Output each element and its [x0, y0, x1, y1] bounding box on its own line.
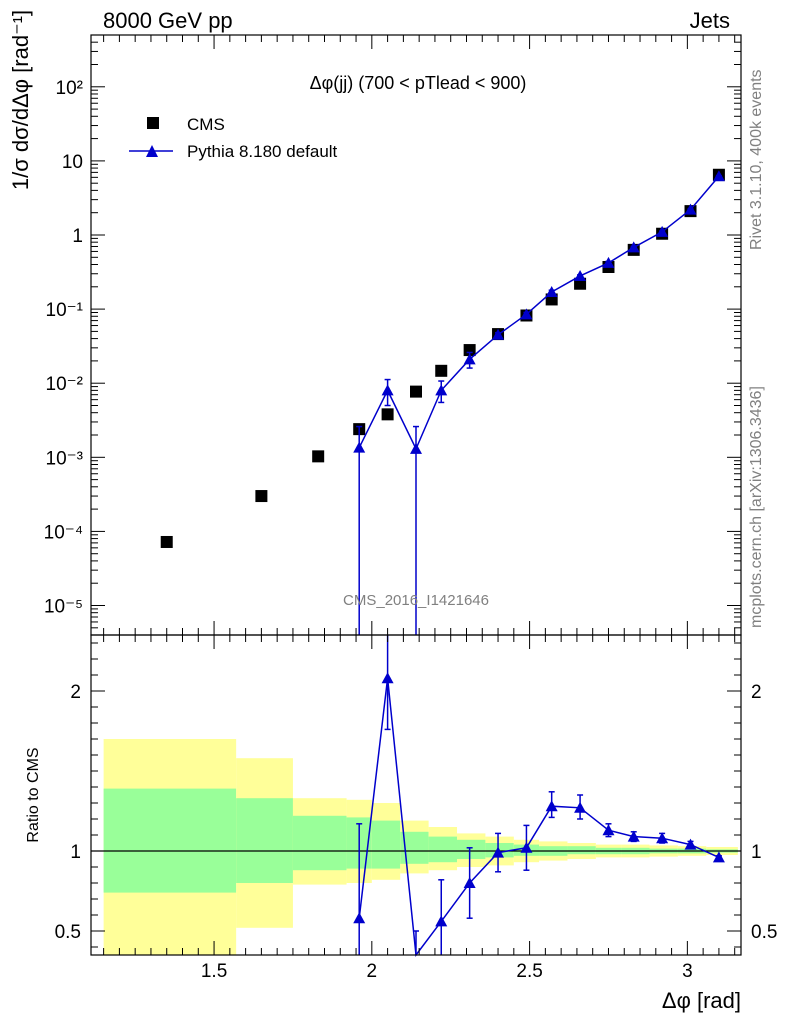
main-y-tick-label: 10 — [62, 152, 83, 173]
ratio-data-point — [656, 832, 669, 844]
x-axis-label: Δφ [rad] — [662, 988, 741, 1013]
legend-marker-cms — [147, 117, 159, 129]
x-tick-label: 2 — [367, 961, 378, 982]
pythia-data-point — [435, 384, 448, 396]
ratio-data-point — [381, 672, 394, 684]
ratio-data-point — [574, 801, 587, 813]
ratio-y-axis-label: Ratio to CMS — [25, 747, 42, 842]
ratio-data-point — [435, 915, 448, 927]
ratio-panel-frame — [90, 634, 742, 956]
rivet-version-label: Rivet 3.1.10, 400k events — [748, 69, 765, 250]
beam-label: 8000 GeV pp — [103, 8, 233, 33]
main-y-axis-label: 1/σ dσ/dΔφ [rad⁻¹] — [8, 10, 33, 190]
ratio-y-tick-label-left: 2 — [70, 682, 81, 703]
main-y-tick-label: 10² — [56, 78, 83, 99]
source-label: mcplots.cern.ch [arXiv:1306.3436] — [748, 386, 765, 628]
ratio-data-point — [602, 824, 615, 836]
pythia-data-point — [381, 384, 394, 396]
ratio-pythia-line — [358, 678, 720, 957]
x-tick-label: 2.5 — [516, 961, 542, 982]
pythia-data-point — [463, 353, 476, 365]
ratio-data-point — [545, 800, 558, 812]
ratio-data-point — [627, 830, 640, 842]
legend-marker-pythia — [146, 145, 158, 157]
ratio-stat-uncertainty-band — [236, 798, 293, 883]
x-tick-label: 3 — [682, 961, 693, 982]
main-y-tick-label: 1 — [72, 226, 83, 247]
ratio-data-point — [492, 846, 505, 858]
ratio-stat-uncertainty-band — [371, 820, 401, 869]
x-tick-label: 1.5 — [201, 961, 227, 982]
pythia-data-point — [520, 308, 533, 320]
ratio-y-tick-label-right: 0.5 — [751, 922, 777, 943]
analysis-watermark: CMS_2016_I1421646 — [343, 592, 489, 609]
ratio-data-point — [353, 912, 366, 924]
pythia-data-point — [492, 328, 505, 340]
main-y-tick-label: 10⁻⁴ — [44, 522, 83, 543]
ratio-y-tick-label-left: 1 — [70, 842, 81, 863]
cms-data-point — [312, 450, 325, 463]
ratio-data-point — [684, 838, 697, 850]
pythia-line — [358, 175, 720, 451]
ratio-y-tick-label-right: 1 — [751, 842, 762, 863]
main-y-tick-label: 10⁻⁵ — [44, 597, 83, 618]
ratio-y-tick-label-left: 0.5 — [55, 922, 81, 943]
pythia-data-point — [545, 286, 558, 298]
ratio-stat-uncertainty-band — [567, 846, 596, 855]
pythia-data-point — [353, 441, 366, 453]
main-y-tick-label: 10⁻² — [46, 374, 84, 395]
cms-data-point — [255, 490, 268, 503]
ratio-uncertainty-bands — [103, 739, 738, 955]
ratio-panel-marks — [91, 635, 741, 957]
pythia-data-point — [684, 203, 697, 215]
pythia-data-point — [712, 170, 725, 182]
pythia-data-point — [627, 241, 640, 253]
ratio-stat-uncertainty-band — [292, 815, 347, 871]
cms-data-point — [160, 535, 173, 548]
pythia-data-point — [602, 256, 615, 268]
ratio-stat-uncertainty-band — [103, 788, 237, 893]
pythia-data-point — [410, 442, 422, 454]
cms-data-point — [381, 408, 394, 421]
ratio-data-point — [463, 877, 476, 888]
ratio-panel-ticks: 0.5 0.5 1 1 2 2 1.5 2 2.5 3 — [55, 635, 777, 982]
process-label: Jets — [690, 8, 730, 33]
legend: CMS Pythia 8.180 default — [129, 115, 338, 161]
legend-label-pythia: Pythia 8.180 default — [187, 142, 338, 161]
ratio-y-tick-label-right: 2 — [751, 682, 762, 703]
ratio-data-point — [520, 841, 533, 853]
pythia-data-point — [656, 225, 669, 237]
main-panel-ticks: 10⁻⁵ 10⁻⁴ 10⁻³ 10⁻² 10⁻¹ 1 10 10² — [44, 34, 741, 636]
ratio-stat-uncertainty-band — [428, 836, 458, 863]
ratio-stat-uncertainty-band — [457, 839, 486, 859]
ratio-data-point — [712, 851, 725, 863]
cms-data-point — [435, 364, 448, 377]
chart-title: Δφ(jj) (700 < pTlead < 900) — [310, 73, 527, 93]
main-y-tick-label: 10⁻³ — [46, 448, 84, 469]
pythia-data-point — [574, 269, 587, 281]
main-y-tick-label: 10⁻¹ — [46, 300, 84, 321]
main-panel-marks — [160, 168, 725, 635]
legend-label-cms: CMS — [187, 115, 225, 134]
cms-data-point — [410, 385, 422, 398]
